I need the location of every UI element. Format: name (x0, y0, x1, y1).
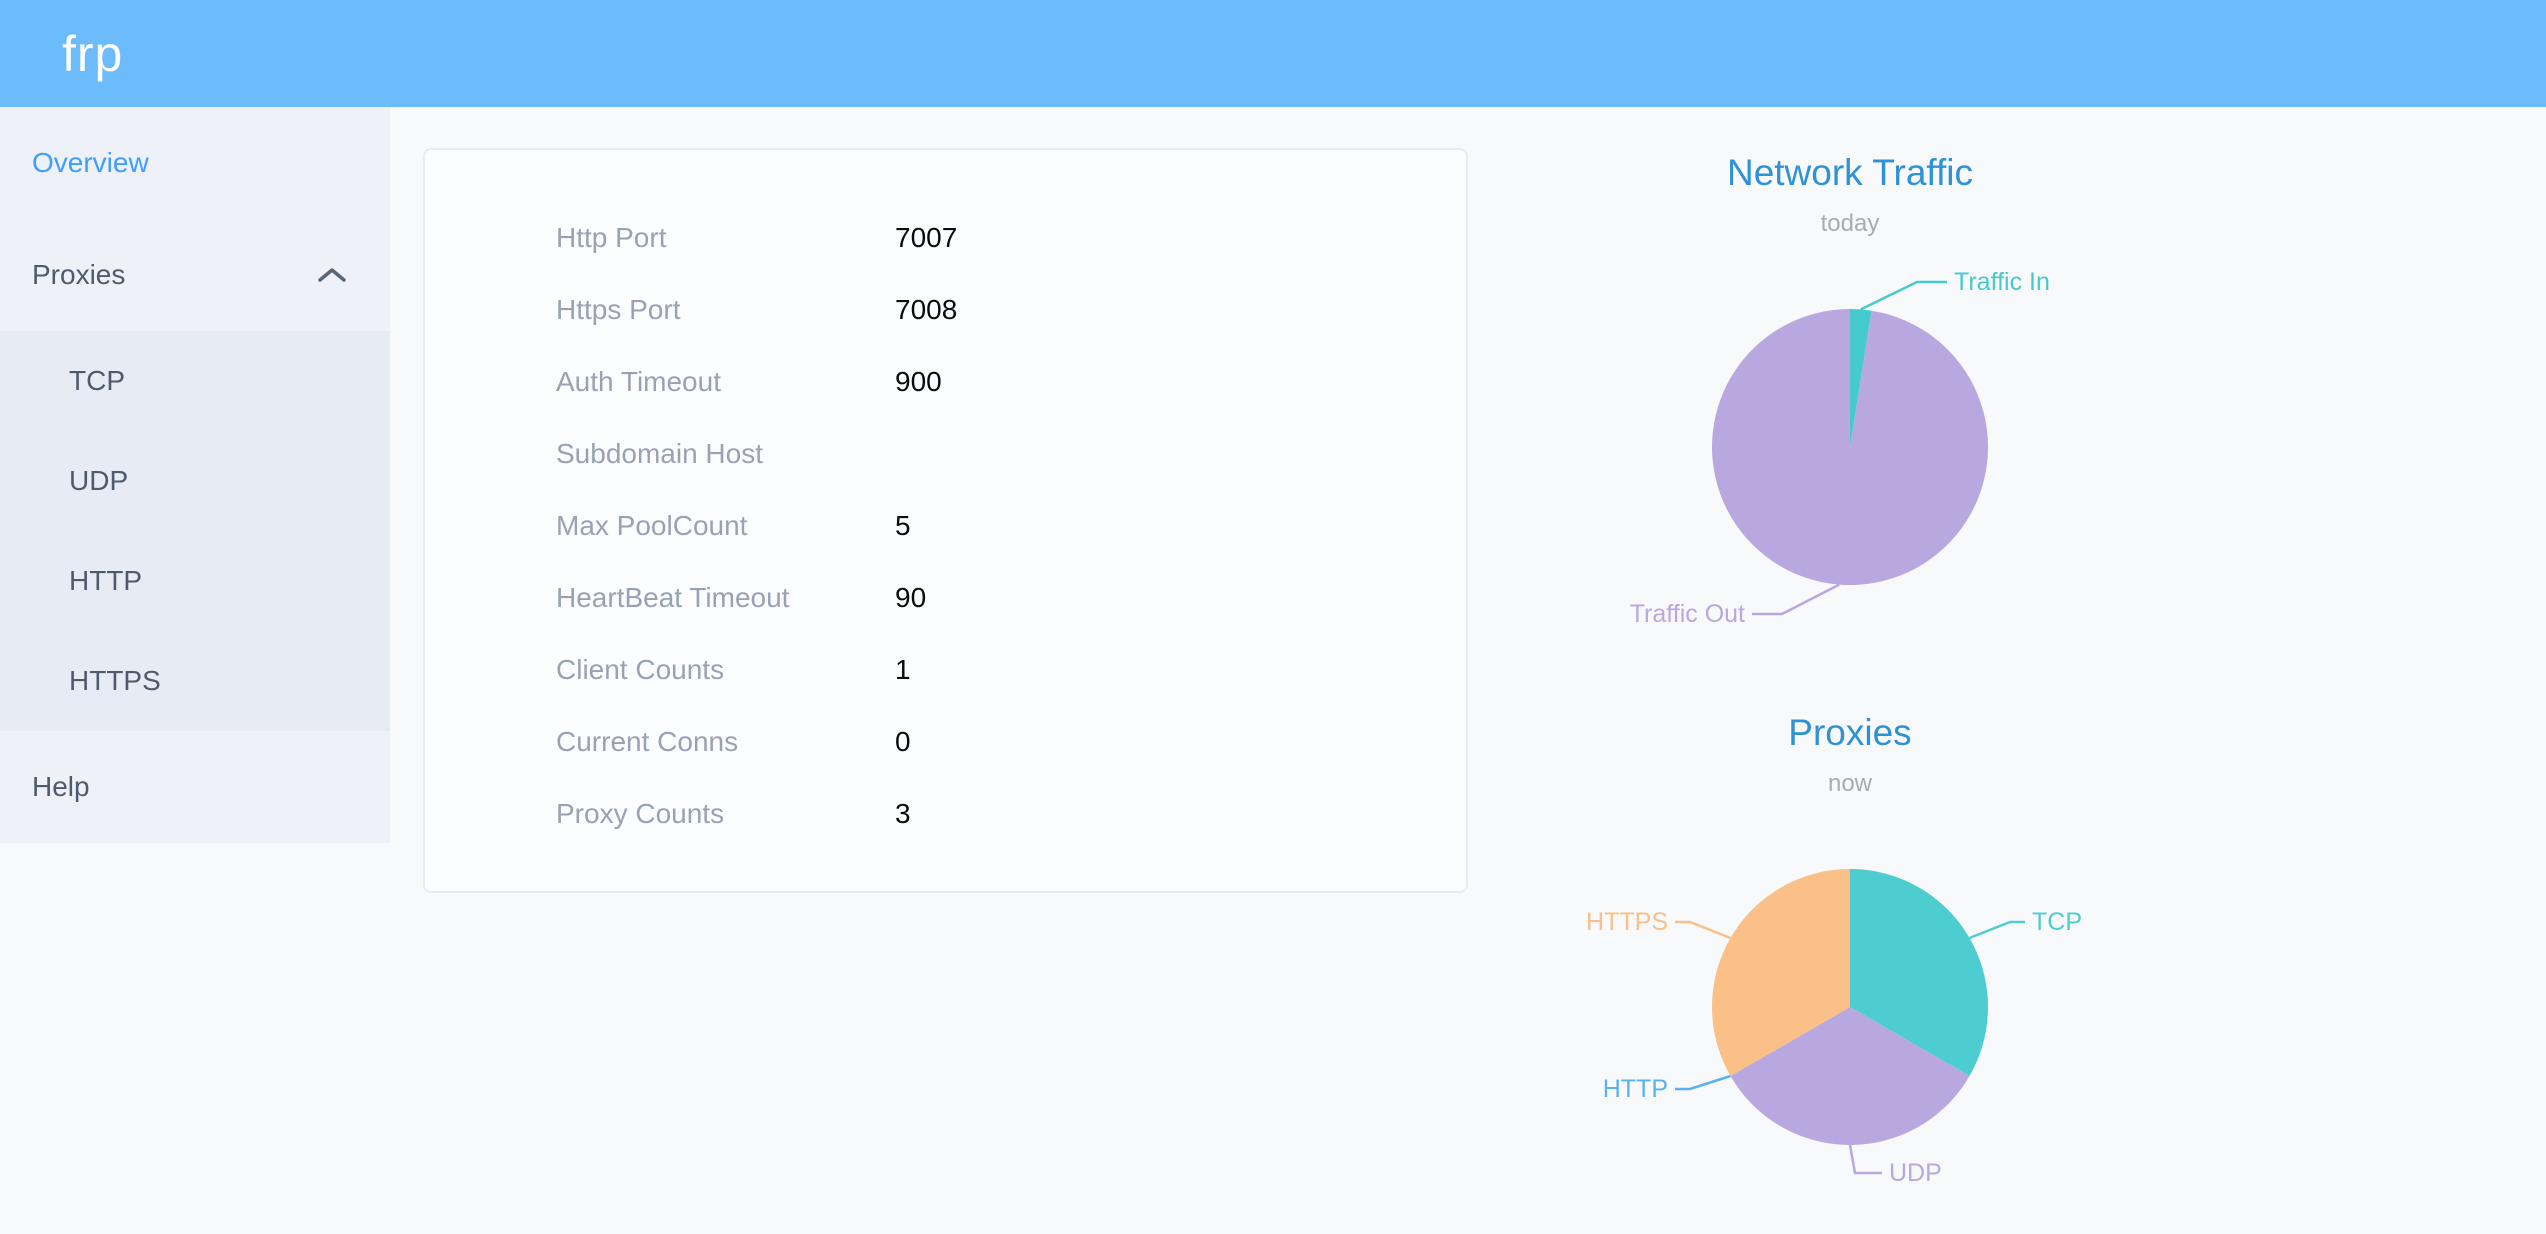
proxies-chart-title: Proxies (1788, 712, 1912, 753)
proxies-pie-chart: TCP UDP HTTP HTTPS (1586, 869, 2082, 1187)
pie-slice-traffic-in[interactable] (1850, 309, 1872, 447)
pie-slice-tcp[interactable] (1850, 869, 1988, 1076)
info-label: Subdomain Host (556, 438, 764, 469)
server-info-rows: Http Port 7007 Https Port 7008 Auth Timeou… (425, 150, 1466, 850)
pie-label-http: HTTP (1603, 1075, 1668, 1103)
app-logo: frp (62, 25, 124, 82)
network-traffic-pie-chart: Traffic In Traffic Out (1630, 268, 2050, 628)
sidebar-item-http-label: HTTP (69, 565, 143, 596)
app-header: frp (0, 0, 2546, 107)
sidebar-submenu-proxies: TCP UDP HTTP HTTPS (0, 331, 390, 731)
pie-label-leader-http (1675, 1074, 1731, 1091)
info-value: 7008 (895, 294, 958, 325)
info-row: Https Port 7008 (425, 274, 1466, 346)
pie-label-leader-traffic-out (1752, 583, 1840, 616)
info-label: Proxy Counts (556, 798, 725, 829)
pie-slice-https[interactable] (1712, 869, 1850, 1076)
info-row: Http Port 7007 (425, 202, 1466, 274)
sidebar-item-udp-label: UDP (69, 465, 129, 496)
info-row: Subdomain Host (425, 418, 1466, 490)
info-value: 90 (895, 582, 927, 613)
info-row: Client Counts 1 (425, 634, 1466, 706)
info-row: Current Conns 0 (425, 706, 1466, 778)
sidebar-item-help[interactable]: Help (0, 731, 390, 843)
info-label: Max PoolCount (556, 510, 748, 541)
pie-slice-traffic-out[interactable] (1712, 309, 1989, 585)
pie-label-traffic-in: Traffic In (1954, 268, 2050, 296)
pie-label-tcp: TCP (2032, 908, 2082, 936)
info-label: Client Counts (556, 654, 725, 685)
info-label: Http Port (556, 222, 667, 253)
pie-label-traffic-out: Traffic Out (1630, 600, 1745, 628)
info-value: 7007 (895, 222, 958, 253)
info-value: 5 (895, 510, 911, 541)
info-row: HeartBeat Timeout 90 (425, 562, 1466, 634)
info-value: 0 (895, 726, 911, 757)
pie-label-leader-tcp (1969, 920, 2025, 940)
sidebar-item-tcp-label: TCP (69, 365, 125, 396)
sidebar-item-https-label: HTTPS (69, 665, 161, 696)
network-traffic-chart-title: Network Traffic (1726, 152, 1974, 193)
sidebar-item-overview-label: Overview (32, 147, 149, 178)
info-row: Proxy Counts 3 (425, 778, 1466, 850)
info-value: 1 (895, 654, 911, 685)
info-value: 900 (895, 366, 942, 397)
info-row: Max PoolCount 5 (425, 490, 1466, 562)
sidebar-item-https[interactable]: HTTPS (0, 631, 390, 731)
info-label: Current Conns (556, 726, 739, 757)
pie-label-udp: UDP (1889, 1159, 1942, 1187)
network-traffic-chart-subtitle: today (1820, 210, 1880, 237)
info-label: Auth Timeout (556, 366, 721, 397)
pie-label-leader-traffic-in (1860, 280, 1947, 311)
info-label: HeartBeat Timeout (556, 582, 790, 613)
info-value: 3 (895, 798, 911, 829)
sidebar-item-tcp[interactable]: TCP (0, 331, 390, 431)
server-info-card: Http Port 7007 Https Port 7008 Auth Timeou… (423, 148, 1468, 893)
pie-label-leader-https (1675, 920, 1731, 940)
sidebar-item-http[interactable]: HTTP (0, 531, 390, 631)
info-row: Auth Timeout 900 (425, 346, 1466, 418)
pie-label-leader-udp (1848, 1144, 1882, 1175)
pie-slice-udp[interactable] (1730, 1007, 1970, 1145)
sidebar-item-udp[interactable]: UDP (0, 431, 390, 531)
info-label: Https Port (556, 294, 681, 325)
sidebar-item-help-label: Help (32, 771, 90, 802)
sidebar-item-proxies-label: Proxies (32, 259, 126, 290)
sidebar: Overview Proxies TCP UDP HTTP HTTPS Help (0, 107, 390, 843)
pie-label-https: HTTPS (1586, 908, 1668, 936)
proxies-chart-subtitle: now (1827, 770, 1873, 797)
chevron-up-icon (317, 266, 347, 284)
sidebar-item-overview[interactable]: Overview (0, 107, 390, 219)
sidebar-item-proxies[interactable]: Proxies (0, 219, 390, 331)
